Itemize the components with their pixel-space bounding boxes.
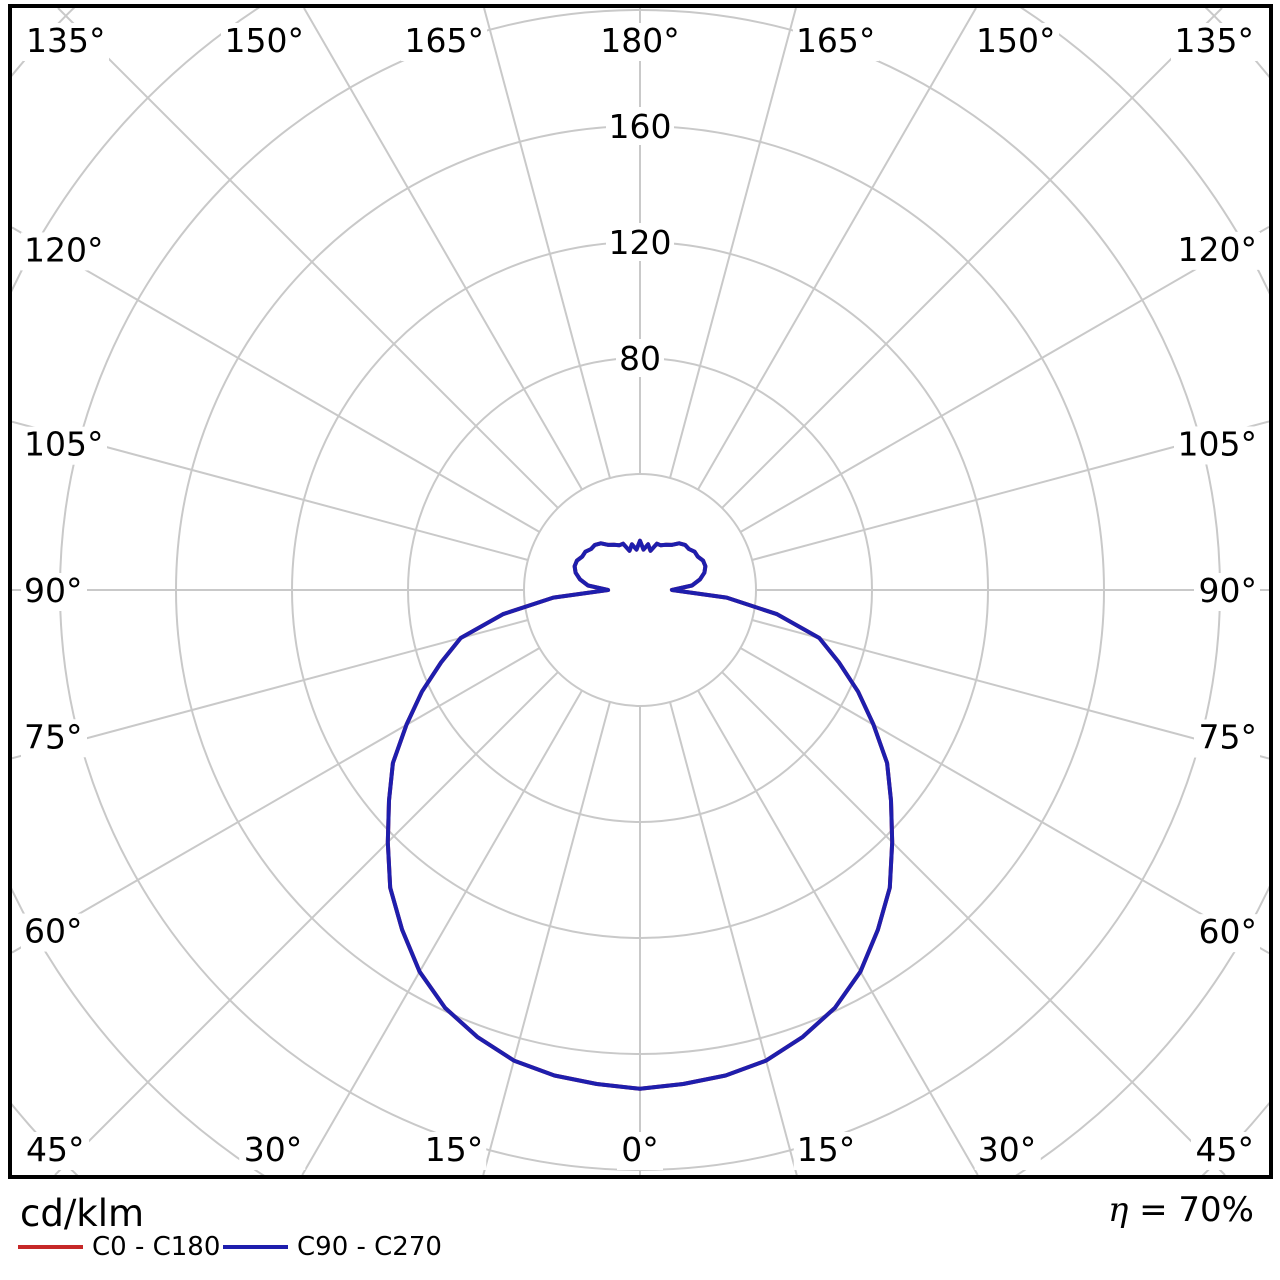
angle-label-mask <box>793 1132 860 1170</box>
angle-label-mask <box>973 23 1060 61</box>
grid-spoke <box>721 671 1226 1175</box>
ring-label-mask <box>606 107 674 145</box>
units-label: cd/klm <box>20 1192 145 1235</box>
grid-spoke <box>751 619 1269 760</box>
grid-spoke <box>12 226 541 533</box>
angle-label-mask <box>597 23 683 61</box>
angle-label: 165° <box>796 21 876 60</box>
legend-label: C90 - C270 <box>297 1232 442 1262</box>
angle-label-mask <box>1174 426 1260 465</box>
grid-spoke <box>721 8 1223 509</box>
angle-label: 165° <box>405 21 485 60</box>
angle-label-mask <box>23 1132 89 1170</box>
angle-label: 45° <box>26 1130 85 1169</box>
ring-label: 80 <box>619 339 661 378</box>
angle-label: 30° <box>244 1130 303 1169</box>
legend-line-red <box>18 1245 83 1249</box>
angle-label: 180° <box>600 21 680 60</box>
legend-item-c90-c270: C90 - C270 <box>223 1232 442 1262</box>
angle-label-mask <box>1174 231 1260 270</box>
angle-label-mask <box>1194 719 1260 758</box>
legend-label: C0 - C180 <box>92 1232 221 1262</box>
efficiency-label: η = 70% <box>1108 1190 1254 1230</box>
grid-spoke <box>697 689 979 1175</box>
angle-label: 15° <box>425 1130 484 1169</box>
angle-label-mask <box>1191 1132 1257 1170</box>
grid-spoke <box>12 619 529 760</box>
angle-label: 120° <box>24 230 104 269</box>
angle-label-mask <box>239 1132 306 1170</box>
angle-label-mask <box>401 23 488 61</box>
angle-label: 90° <box>24 571 83 610</box>
angle-label: 30° <box>978 1130 1037 1169</box>
ring-label: 160 <box>609 107 672 146</box>
grid-spoke <box>483 8 611 479</box>
grid-spoke <box>12 647 541 954</box>
angle-label: 75° <box>24 717 83 756</box>
angle-label-mask <box>220 23 307 61</box>
angle-label-mask <box>420 1132 487 1170</box>
angle-label-mask <box>23 23 109 61</box>
grid-ring <box>523 473 757 707</box>
angle-label-mask <box>617 1132 663 1170</box>
angle-label-mask <box>1171 23 1257 61</box>
curve-c90-c270 <box>385 538 895 1091</box>
angle-label: 150° <box>224 21 304 60</box>
angle-label: 75° <box>1199 718 1258 757</box>
angle-label: 135° <box>1175 21 1255 60</box>
angle-label: 45° <box>1196 1130 1255 1169</box>
angle-label: 105° <box>24 425 104 464</box>
angle-label: 0° <box>621 1130 659 1169</box>
angle-label-mask <box>21 913 87 952</box>
angle-label-mask <box>21 573 87 611</box>
angle-label-mask <box>21 232 107 271</box>
grid-spoke <box>697 8 977 491</box>
grid-spoke <box>301 689 583 1175</box>
eta-value: = 70% <box>1128 1190 1254 1230</box>
grid-spoke <box>54 671 559 1175</box>
angle-label: 60° <box>1199 912 1258 951</box>
grid-spoke <box>482 701 611 1175</box>
chart-frame <box>8 4 1273 1179</box>
angle-label-mask <box>974 1132 1041 1170</box>
angle-label: 90° <box>1199 571 1258 610</box>
angle-label-mask <box>792 23 879 61</box>
angle-label-mask <box>1194 573 1260 611</box>
angle-label: 60° <box>24 912 83 951</box>
angle-label: 135° <box>26 21 106 60</box>
angle-label: 15° <box>797 1130 856 1169</box>
ring-label-mask <box>616 339 664 377</box>
angle-label-mask <box>21 426 107 465</box>
grid-spoke <box>669 701 798 1175</box>
grid-spoke <box>739 647 1269 955</box>
grid-spoke <box>669 8 797 479</box>
grid-spoke <box>57 8 559 509</box>
legend-line-blue <box>223 1245 288 1249</box>
angle-label: 150° <box>976 21 1055 60</box>
legend-item-c0-c180: C0 - C180 <box>18 1232 220 1262</box>
grid-spoke <box>739 225 1269 533</box>
ring-label: 120 <box>609 223 672 262</box>
grid-spoke <box>303 8 583 491</box>
angle-label-mask <box>21 719 87 758</box>
angle-label: 120° <box>1178 230 1258 269</box>
angle-label: 105° <box>1178 424 1258 463</box>
ring-label-mask <box>606 223 674 261</box>
eta-symbol: η <box>1107 1190 1129 1230</box>
angle-label-mask <box>1194 914 1260 953</box>
